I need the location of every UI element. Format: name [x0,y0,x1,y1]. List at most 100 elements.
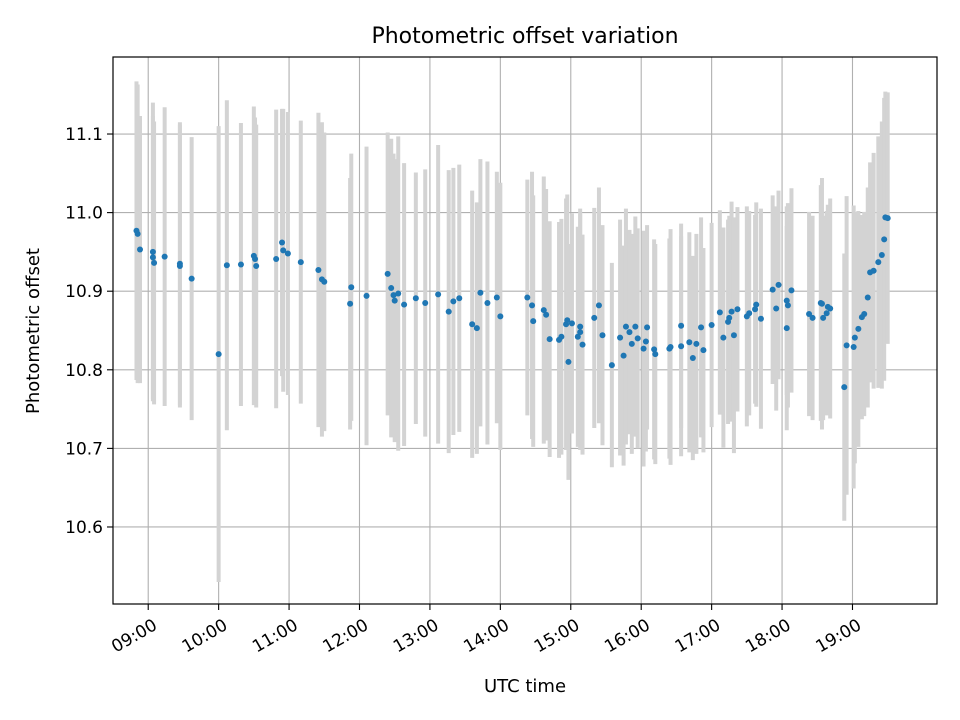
data-point [698,324,705,331]
data-point [134,230,141,237]
data-point [395,290,402,297]
data-point [720,334,727,341]
data-point [422,299,429,306]
data-point [864,294,871,301]
data-point [634,335,641,342]
data-point [450,298,457,305]
data-point [708,321,715,328]
data-point [565,358,572,365]
data-point [875,259,882,266]
data-point [788,287,795,294]
data-point [136,246,143,253]
data-point [644,324,651,331]
data-point [628,340,635,347]
data-point [477,289,484,296]
data-point [574,333,581,340]
data-point [445,308,452,315]
data-point [823,310,830,317]
data-point [599,332,606,339]
data-point [473,325,480,332]
data-point [595,302,602,309]
data-point [809,314,816,321]
data-point [176,263,183,270]
data-point [700,347,707,354]
data-point [188,275,195,282]
data-point [237,261,244,268]
data-point [161,253,168,260]
data-point [149,254,156,261]
data-point [151,259,158,266]
data-point [746,310,753,317]
data-point [493,294,500,301]
data-point [734,306,741,313]
x-axis-label: UTC time [484,676,566,697]
data-point [568,320,575,327]
data-point [651,346,658,353]
data-point [321,278,328,285]
data-point [363,292,370,299]
data-point [484,299,491,306]
data-point [252,255,259,262]
y-axis-ticks: 10.6 10.7 10.8 10.9 11.0 11.1 [65,125,113,538]
data-point [827,305,834,312]
data-point [878,252,885,259]
data-point [391,297,398,304]
data-point [348,284,355,291]
data-point [412,295,419,302]
data-point [591,314,598,321]
data-point [497,313,504,320]
data-point [726,314,733,321]
data-point [667,344,674,351]
data-point [577,329,584,336]
data-point [315,266,322,273]
data-point [388,285,395,292]
data-point [693,340,700,347]
data-point [540,307,547,314]
data-point [752,306,759,313]
data-point [273,255,280,262]
plot-frame [112,56,938,605]
data-point [558,333,565,340]
data-point [608,362,615,369]
data-point [253,263,260,270]
data-point [884,215,891,222]
data-point [469,321,476,328]
y-tick-label: 10.9 [65,282,103,302]
data-point [529,302,536,309]
data-point [753,301,760,308]
data-point [775,281,782,288]
data-point [818,300,825,307]
y-tick-label: 11.1 [65,125,103,145]
data-point [390,292,397,299]
data-point [689,355,696,362]
data-point [757,315,764,322]
data-point [435,291,442,298]
data-point [841,384,848,391]
chart-title: Photometric offset variation [371,24,678,49]
data-point [820,314,827,321]
data-point [652,351,659,358]
data-point [617,334,624,341]
data-point [280,247,287,254]
data-point [851,334,858,341]
data-point [640,345,647,352]
y-axis-label: Photometric offset [23,248,44,414]
data-point [620,352,627,359]
data-point [279,239,286,246]
data-point [881,236,888,243]
data-point [843,342,850,349]
data-point [297,259,304,266]
data-point [728,308,735,315]
data-point [524,294,531,301]
y-tick-label: 10.8 [65,361,103,381]
data-point [686,339,693,346]
data-point [861,310,868,317]
y-tick-label: 10.6 [65,518,103,538]
data-point [784,302,791,309]
data-point [642,338,649,345]
data-point [678,343,685,350]
data-point [215,351,222,358]
data-point [769,286,776,293]
y-tick-label: 11.0 [65,204,103,224]
